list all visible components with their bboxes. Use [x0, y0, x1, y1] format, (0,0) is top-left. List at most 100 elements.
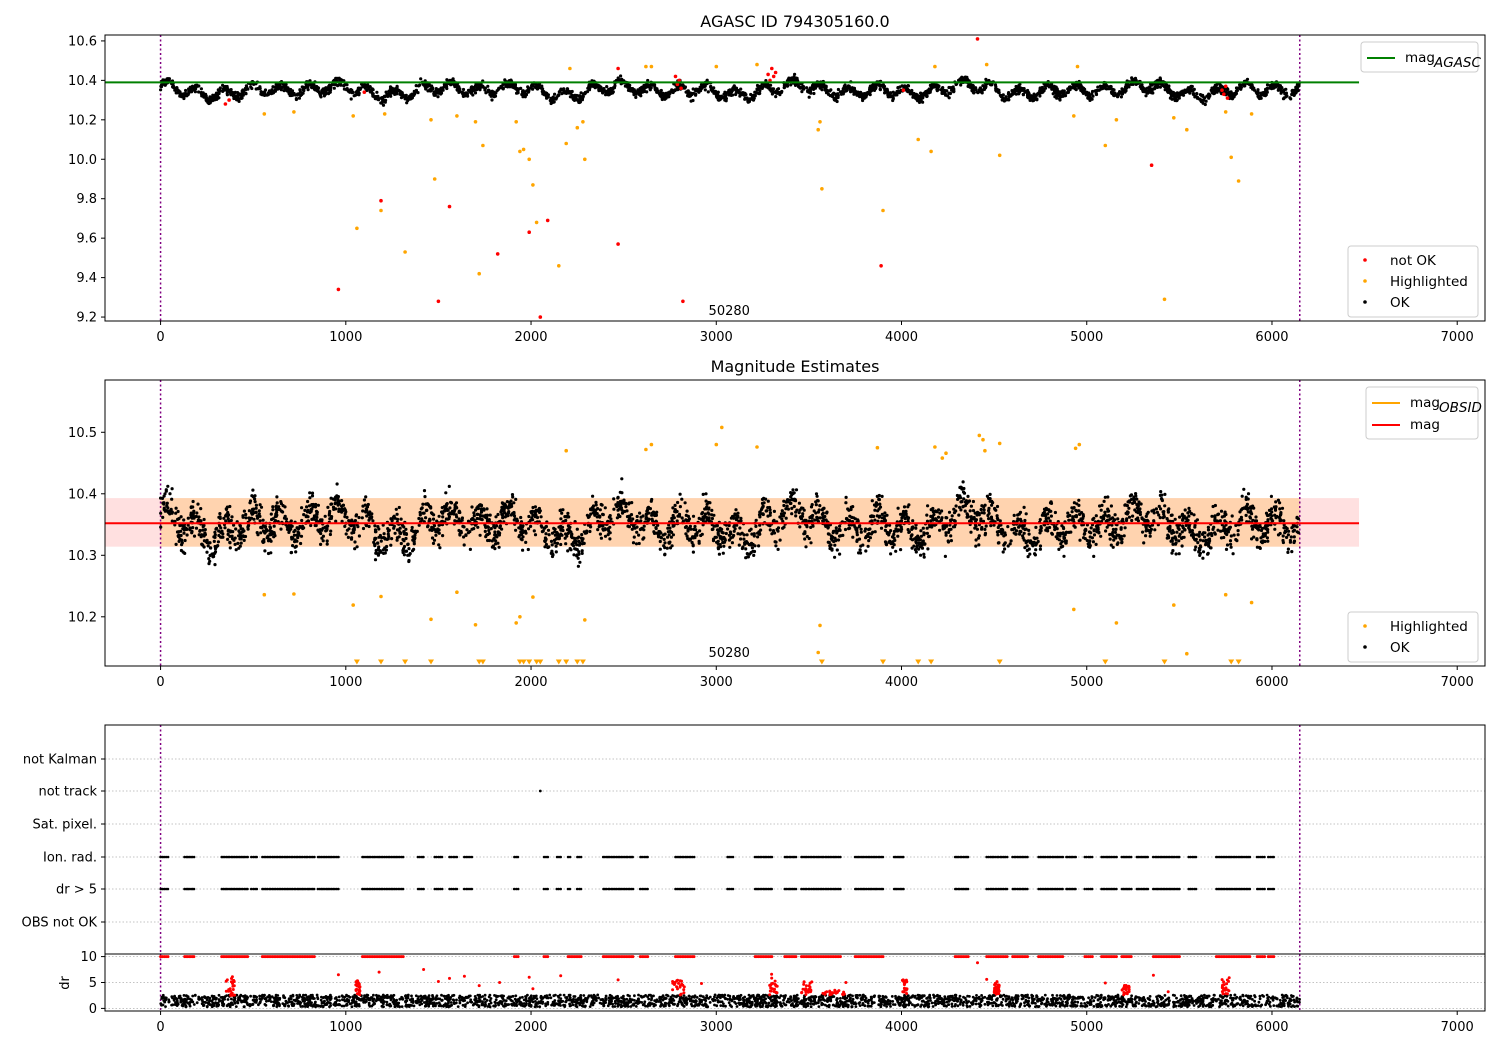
agasc-not-ok-point [766, 72, 770, 77]
agasc-ok-point [194, 83, 198, 87]
agasc-ok-point [240, 96, 244, 100]
agasc-y-tick-label: 10.0 [68, 153, 97, 168]
agasc-ok-point [757, 92, 761, 96]
agasc-ok-point [565, 87, 570, 91]
magnitude-estimates-title: Magnitude Estimates [711, 357, 880, 376]
mag-est-ok-point [524, 540, 528, 545]
mag-est-ok-point [1292, 535, 1296, 539]
agasc-ok-point [1006, 97, 1011, 101]
agasc-ok-point [439, 86, 443, 90]
mag-est-ok-point [199, 535, 203, 539]
mag-est-ok-point [447, 512, 451, 516]
mag-est-ok-point [1266, 518, 1270, 522]
agasc-ok-point [753, 90, 757, 94]
agasc-ok-point [490, 98, 494, 102]
mag-est-ok-point [1089, 526, 1093, 530]
agasc-ok-point [1188, 89, 1192, 93]
agasc-ok-point [1004, 95, 1008, 99]
mag-est-ok-point [1230, 514, 1234, 518]
mag-est-ok-point [161, 515, 165, 520]
mag-est-ok-point [549, 539, 554, 544]
mag-est-ok-point [1125, 504, 1129, 508]
agasc-ok-point [1193, 94, 1197, 99]
mag-est-ok-point [925, 526, 929, 530]
agasc-ok-point [1119, 95, 1123, 99]
agasc-ok-point [774, 95, 778, 99]
mag-est-ok-point [714, 535, 719, 539]
agasc-ok-point [1094, 92, 1099, 97]
agasc-highlighted-point [1249, 112, 1254, 116]
agasc-highlighted-point [1162, 297, 1167, 302]
agasc-ok-point [826, 92, 831, 96]
agasc-ok-point [486, 84, 490, 88]
mag-est-ok-point [794, 514, 798, 518]
agasc-highlighted-point [916, 137, 920, 142]
agasc-x-tick-label: 7000 [1441, 330, 1474, 345]
mag-est-ok-point [526, 547, 530, 552]
mag-est-ok-point [752, 532, 756, 536]
agasc-ok-point [1281, 90, 1286, 94]
mag-est-ok-point [1250, 527, 1255, 531]
agasc-ok-point [432, 93, 436, 97]
agasc-ok-point [682, 85, 686, 89]
agasc-ok-point [1172, 91, 1176, 95]
mag-est-ok-point [379, 539, 383, 543]
mag-est-ok-point [568, 529, 572, 533]
mag-est-ok-point [866, 544, 870, 548]
agasc-ok-point [324, 86, 328, 90]
agasc-ok-point [521, 89, 525, 93]
agasc-ok-point [963, 75, 968, 79]
mag-est-ok-point [925, 531, 930, 536]
mag-est-ok-point [174, 542, 178, 547]
mag-est-ok-point [969, 530, 973, 534]
agasc-ok-point [784, 83, 789, 87]
agasc-ok-point [1289, 97, 1293, 101]
agasc-ok-point [700, 86, 704, 90]
mag-est-ok-point [754, 524, 758, 529]
agasc-ok-point [921, 96, 925, 100]
mag-est-ok-point [1174, 541, 1178, 545]
agasc-highlighted-point [997, 153, 1002, 158]
mag-est-ok-point [494, 515, 498, 519]
mag-est-ok-point [215, 526, 219, 530]
mag-est-ok-point [226, 537, 230, 542]
mag-est-ok-point [968, 509, 972, 513]
mag-est-ok-point [811, 524, 815, 528]
agasc-highlighted-point [581, 120, 585, 124]
agasc-ok-point [993, 83, 998, 87]
agasc-ok-point [349, 88, 353, 92]
mag-est-ok-point [179, 548, 183, 553]
agasc-ok-point [761, 85, 765, 89]
agasc-ok-point [312, 85, 316, 89]
mag-est-ok-point [546, 545, 550, 550]
mag-est-ok-point [478, 533, 482, 537]
agasc-ok-point [878, 88, 883, 92]
mag-est-ok-point [1077, 519, 1081, 523]
agasc-ok-point [831, 92, 835, 96]
mag-est-ok-point [858, 548, 862, 552]
agasc-marker-legend-label: Highlighted [1390, 274, 1468, 290]
agasc-ok-point [1141, 89, 1145, 94]
agasc-ok-point [1014, 84, 1018, 89]
agasc-ok-point [751, 96, 755, 100]
mag-est-ok-point [1116, 517, 1120, 521]
agasc-ok-point [1018, 90, 1022, 94]
agasc-ok-point [461, 90, 465, 95]
agasc-ok-point [1010, 92, 1015, 96]
mag-est-ok-point [971, 499, 976, 504]
mag-est-ok-point [1167, 536, 1171, 540]
mag-est-ok-point [1062, 554, 1066, 558]
mag-est-ok-point [1109, 504, 1113, 508]
agasc-ok-point [1166, 86, 1170, 90]
mag-est-ok-point [1281, 538, 1285, 543]
mag-est-ok-point [897, 528, 901, 532]
mag-est-ok-point [1060, 524, 1064, 528]
agasc-highlighted-point [429, 118, 433, 122]
mag-est-ok-point [673, 503, 677, 507]
agasc-ok-point [565, 90, 569, 94]
mag-est-ok-point [1159, 497, 1164, 501]
agasc-ok-point [589, 83, 593, 87]
mag-est-ok-point [533, 533, 538, 537]
agasc-ok-point [557, 90, 561, 94]
agasc-ok-point [1090, 97, 1094, 101]
